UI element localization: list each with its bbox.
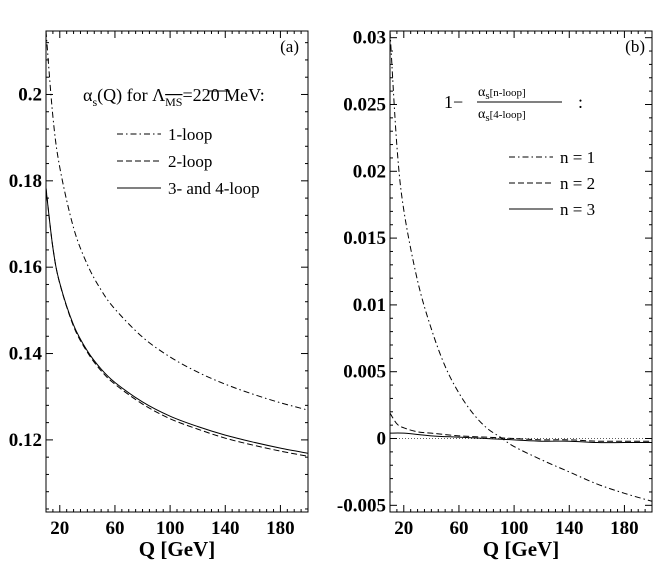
x-tick-label: 60 xyxy=(105,518,124,539)
legend-title-middle: (Q) for Λ xyxy=(97,85,165,106)
legend-a-1-label: 1-loop xyxy=(168,125,212,144)
panel-a-x-axis-title: Q [GeV] xyxy=(139,537,215,561)
num-subscript: s xyxy=(485,90,489,102)
panel-b-legend: n = 1 n = 2 n = 3 xyxy=(509,148,595,219)
legend-b-2-label: n = 2 xyxy=(560,174,595,193)
panel-b: -0.005 0 0.005 0.01 0.015 0.02 0.025 0.03 20 60 1… xyxy=(337,28,653,561)
series-line-2 xyxy=(46,187,308,457)
panel-b-ytick-labels: -0.005 0 0.005 0.01 0.015 0.02 0.025 0.03 xyxy=(337,28,386,517)
panel-b-tag: (b) xyxy=(625,37,645,56)
x-tick-label: 180 xyxy=(610,518,639,539)
panel-a: 0.12 0.14 0.16 0.18 0.2 20 60 100 140 180 Q [GeV… xyxy=(9,30,309,561)
panel-a-ytick-labels: 0.12 0.14 0.16 0.18 0.2 xyxy=(9,84,43,450)
panel-b-legend-title: 1− αs[n-loop] αs[4-loop] : xyxy=(444,85,583,124)
y-tick-label: 0.2 xyxy=(18,84,42,105)
y-tick-label: 0.18 xyxy=(9,171,42,192)
den-subscript: s xyxy=(485,112,489,124)
x-tick-label: 100 xyxy=(500,518,529,539)
panel-a-legend: 1-loop 2-loop 3- and 4-loop xyxy=(117,125,260,198)
x-tick-label: 140 xyxy=(211,518,240,539)
y-tick-label: 0.005 xyxy=(343,362,386,383)
legend-a-3-label: 3- and 4-loop xyxy=(168,179,260,198)
y-tick-label: -0.005 xyxy=(337,495,386,516)
legend-title-suffix: =220 MeV: xyxy=(182,85,264,105)
fraction-denominator: αs[4-loop] xyxy=(478,107,526,124)
panel-a-legend-title: αs(Q) for ΛMS=220 MeV: xyxy=(83,85,265,109)
panel-a-ticks xyxy=(45,31,309,512)
panel-b-series xyxy=(390,31,652,502)
panel-a-xtick-labels: 20 60 100 140 180 xyxy=(50,518,294,539)
y-tick-label: 0.01 xyxy=(353,295,386,316)
series-line-3 xyxy=(46,188,308,454)
legend-b-3-label: n = 3 xyxy=(560,200,595,219)
y-tick-label: 0.02 xyxy=(353,161,386,182)
legend-a-2-label: 2-loop xyxy=(168,152,212,171)
lambda-subscript: MS xyxy=(165,95,182,109)
y-tick-label: 0.025 xyxy=(343,94,386,115)
fraction-colon: : xyxy=(578,92,583,112)
y-tick-label: 0.14 xyxy=(9,344,43,365)
num-alpha: α xyxy=(478,85,486,100)
y-tick-label: 0.16 xyxy=(9,257,42,278)
den-alpha: α xyxy=(478,107,486,122)
series-line-1 xyxy=(390,31,652,502)
panel-a-tag: (a) xyxy=(280,37,299,56)
series-line-2 xyxy=(390,412,652,442)
den-bracket: [4-loop] xyxy=(490,109,526,121)
panel-b-ticks xyxy=(389,31,653,512)
legend-b-1-label: n = 1 xyxy=(560,148,595,167)
y-tick-label: 0.015 xyxy=(343,228,386,249)
x-tick-label: 60 xyxy=(449,518,468,539)
x-tick-label: 20 xyxy=(50,518,69,539)
x-tick-label: 140 xyxy=(555,518,584,539)
fraction-lead: 1− xyxy=(444,92,463,112)
panel-b-xtick-labels: 20 60 100 140 180 xyxy=(394,518,638,539)
series-line-1 xyxy=(46,31,308,411)
x-tick-label: 20 xyxy=(394,518,413,539)
fraction-numerator: αs[n-loop] xyxy=(478,85,526,102)
x-tick-label: 100 xyxy=(156,518,185,539)
y-tick-label: 0.12 xyxy=(9,430,42,451)
alpha-subscript: s xyxy=(92,95,97,109)
series-line-3 xyxy=(390,432,652,444)
alpha-symbol: α xyxy=(83,85,93,105)
num-bracket: [n-loop] xyxy=(490,87,526,99)
x-tick-label: 180 xyxy=(266,518,295,539)
y-tick-label: 0.03 xyxy=(353,28,386,49)
panel-b-x-axis-title: Q [GeV] xyxy=(483,537,559,561)
y-tick-label: 0 xyxy=(377,429,387,450)
panel-a-series xyxy=(46,31,308,457)
